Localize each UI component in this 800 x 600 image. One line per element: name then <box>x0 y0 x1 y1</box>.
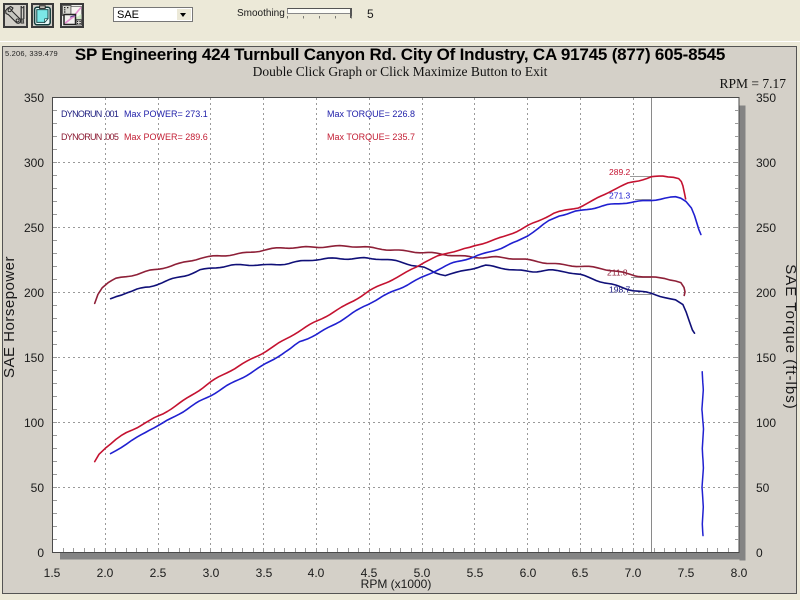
svg-text:100: 100 <box>24 416 44 430</box>
svg-text:350: 350 <box>756 91 776 105</box>
svg-text:250: 250 <box>756 221 776 235</box>
svg-text:250: 250 <box>24 221 44 235</box>
svg-text:6.0: 6.0 <box>520 566 537 580</box>
svg-text:0: 0 <box>37 546 44 560</box>
svg-text:200: 200 <box>756 286 776 300</box>
svg-text:300: 300 <box>24 156 44 170</box>
svg-text:3.0: 3.0 <box>203 566 220 580</box>
svg-text:200: 200 <box>24 286 44 300</box>
svg-text:100: 100 <box>756 416 776 430</box>
svg-text:0: 0 <box>756 546 763 560</box>
svg-text:2.5: 2.5 <box>150 566 167 580</box>
svg-text:2.0: 2.0 <box>97 566 114 580</box>
svg-text:271.3: 271.3 <box>609 191 631 201</box>
svg-text:300: 300 <box>756 156 776 170</box>
svg-text:6.5: 6.5 <box>572 566 589 580</box>
svg-text:289.2: 289.2 <box>609 167 631 177</box>
svg-text:350: 350 <box>24 91 44 105</box>
svg-text:5.0: 5.0 <box>414 566 431 580</box>
svg-text:8.0: 8.0 <box>731 566 748 580</box>
svg-text:Max POWER= 273.1: Max POWER= 273.1 <box>124 109 208 119</box>
svg-text:150: 150 <box>756 351 776 365</box>
svg-text:Max TORQUE= 235.7: Max TORQUE= 235.7 <box>327 132 415 142</box>
svg-text:4.5: 4.5 <box>361 566 378 580</box>
svg-text:3.5: 3.5 <box>256 566 273 580</box>
svg-text:SAE Torque (ft-lbs): SAE Torque (ft-lbs) <box>782 264 799 409</box>
svg-text:SAE Horsepower: SAE Horsepower <box>1 256 18 378</box>
svg-text:1.5: 1.5 <box>44 566 61 580</box>
svg-text:DYNORUN .001: DYNORUN .001 <box>61 109 119 119</box>
svg-text:5.5: 5.5 <box>467 566 484 580</box>
svg-text:DYNORUN .005: DYNORUN .005 <box>61 132 119 142</box>
svg-text:50: 50 <box>31 481 45 495</box>
svg-text:Max POWER= 289.6: Max POWER= 289.6 <box>124 132 208 142</box>
svg-text:150: 150 <box>24 351 44 365</box>
svg-text:4.0: 4.0 <box>308 566 325 580</box>
svg-text:198.7: 198.7 <box>609 285 631 295</box>
svg-text:7.0: 7.0 <box>625 566 642 580</box>
svg-text:RPM (x1000): RPM (x1000) <box>361 577 432 591</box>
svg-text:211.8: 211.8 <box>607 268 628 278</box>
svg-text:7.5: 7.5 <box>678 566 695 580</box>
svg-text:50: 50 <box>756 481 770 495</box>
svg-text:Max TORQUE= 226.8: Max TORQUE= 226.8 <box>327 109 415 119</box>
